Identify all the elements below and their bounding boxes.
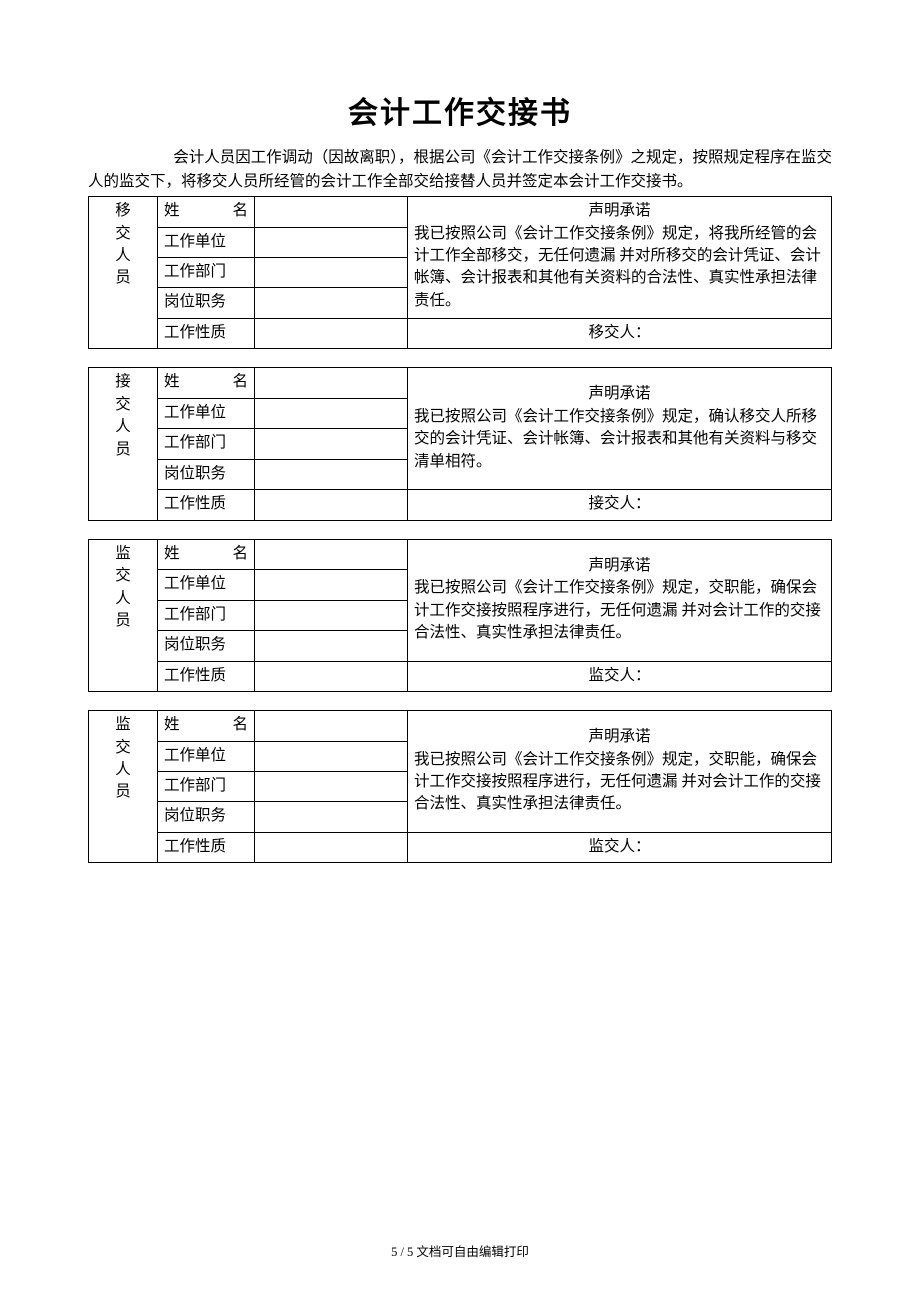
- role-char: 接: [115, 371, 131, 393]
- field-label-unit: 工作单位: [158, 398, 255, 428]
- intro-paragraph: 会计人员因工作调动（因故离职），根据公司《会计工作交接条例》之规定，按照规定程序…: [88, 146, 832, 194]
- name-char: 姓: [164, 200, 180, 222]
- field-label-name: 姓名: [158, 711, 255, 741]
- pledge-body: 我已按照公司《会计工作交接条例》规定，交职能，确保会计工作交接按照程序进行，无任…: [414, 577, 825, 644]
- field-value-unit: [255, 570, 408, 600]
- document-title: 会计工作交接书: [88, 88, 832, 132]
- name-char: 名: [232, 543, 248, 565]
- pledge-body: 我已按照公司《会计工作交接条例》规定，确认移交人所移交的会计凭证、会计帐簿、会计…: [414, 406, 825, 473]
- role-char: 员: [115, 267, 131, 289]
- section-table-supervisor-2: 监 交 人 员 姓名 声明承诺 我已按照公司《会计工作交接条例》规定，交职能，确…: [88, 710, 832, 863]
- field-value-dept: [255, 429, 408, 459]
- field-value-nature: [255, 832, 408, 862]
- role-label: 接 交 人 员: [89, 368, 158, 520]
- field-label-unit: 工作单位: [158, 570, 255, 600]
- field-label-nature: 工作性质: [158, 661, 255, 691]
- role-char: 员: [115, 439, 131, 461]
- role-char: 移: [115, 200, 131, 222]
- role-char: 交: [115, 223, 131, 245]
- pledge-sign-cell: 监交人：: [408, 661, 832, 691]
- pledge-sign: 监交人：: [414, 665, 825, 687]
- field-value-post: [255, 802, 408, 832]
- pledge-sign: 监交人：: [414, 836, 825, 858]
- pledge-sign-cell: 接交人：: [408, 490, 832, 520]
- pledge-sign: 移交人：: [414, 322, 825, 344]
- role-label: 移 交 人 员: [89, 197, 158, 349]
- role-label: 监 交 人 员: [89, 539, 158, 691]
- field-label-post: 岗位职务: [158, 631, 255, 661]
- section-table-supervisor-1: 监 交 人 员 姓名 声明承诺 我已按照公司《会计工作交接条例》规定，交职能，确…: [88, 539, 832, 692]
- pledge-title: 声明承诺: [414, 383, 825, 405]
- field-value-name: [255, 539, 408, 569]
- field-value-post: [255, 459, 408, 489]
- pledge-title: 声明承诺: [414, 200, 825, 222]
- field-label-post: 岗位职务: [158, 459, 255, 489]
- pledge-cell: 声明承诺 我已按照公司《会计工作交接条例》规定，将我所经管的会计工作全部移交，无…: [408, 197, 832, 319]
- field-value-nature: [255, 661, 408, 691]
- pledge-sign-cell: 移交人：: [408, 318, 832, 348]
- pledge-body: 我已按照公司《会计工作交接条例》规定，将我所经管的会计工作全部移交，无任何遗漏 …: [414, 223, 825, 313]
- field-label-nature: 工作性质: [158, 490, 255, 520]
- pledge-cell: 声明承诺 我已按照公司《会计工作交接条例》规定，交职能，确保会计工作交接按照程序…: [408, 539, 832, 661]
- field-label-nature: 工作性质: [158, 318, 255, 348]
- field-value-name: [255, 368, 408, 398]
- pledge-title: 声明承诺: [414, 555, 825, 577]
- name-char: 名: [232, 200, 248, 222]
- section-table-transferor: 移 交 人 员 姓名 声明承诺 我已按照公司《会计工作交接条例》规定，将我所经管…: [88, 196, 832, 349]
- role-char: 员: [115, 610, 131, 632]
- field-label-nature: 工作性质: [158, 832, 255, 862]
- field-label-post: 岗位职务: [158, 802, 255, 832]
- field-label-unit: 工作单位: [158, 227, 255, 257]
- role-char: 交: [115, 565, 131, 587]
- role-char: 人: [115, 588, 131, 610]
- name-char: 名: [232, 371, 248, 393]
- name-char: 姓: [164, 371, 180, 393]
- field-value-name: [255, 711, 408, 741]
- field-label-post: 岗位职务: [158, 288, 255, 318]
- field-label-dept: 工作部门: [158, 600, 255, 630]
- field-label-dept: 工作部门: [158, 772, 255, 802]
- field-value-dept: [255, 772, 408, 802]
- role-char: 交: [115, 394, 131, 416]
- role-char: 员: [115, 781, 131, 803]
- name-char: 名: [232, 714, 248, 736]
- role-char: 交: [115, 737, 131, 759]
- role-char: 人: [115, 759, 131, 781]
- pledge-cell: 声明承诺 我已按照公司《会计工作交接条例》规定，交职能，确保会计工作交接按照程序…: [408, 711, 832, 833]
- field-label-name: 姓名: [158, 368, 255, 398]
- field-value-unit: [255, 741, 408, 771]
- page: 会计工作交接书 会计人员因工作调动（因故离职），根据公司《会计工作交接条例》之规…: [0, 0, 920, 1302]
- field-label-name: 姓名: [158, 197, 255, 227]
- name-char: 姓: [164, 714, 180, 736]
- field-label-dept: 工作部门: [158, 429, 255, 459]
- section-table-receiver: 接 交 人 员 姓名 声明承诺 我已按照公司《会计工作交接条例》规定，确认移交人…: [88, 367, 832, 520]
- field-label-dept: 工作部门: [158, 257, 255, 287]
- field-value-post: [255, 288, 408, 318]
- role-char: 人: [115, 245, 131, 267]
- role-char: 人: [115, 416, 131, 438]
- field-value-dept: [255, 257, 408, 287]
- pledge-title: 声明承诺: [414, 726, 825, 748]
- pledge-body: 我已按照公司《会计工作交接条例》规定，交职能，确保会计工作交接按照程序进行，无任…: [414, 749, 825, 816]
- role-char: 监: [115, 714, 131, 736]
- field-value-unit: [255, 398, 408, 428]
- field-value-unit: [255, 227, 408, 257]
- name-char: 姓: [164, 543, 180, 565]
- role-label: 监 交 人 员: [89, 711, 158, 863]
- field-value-dept: [255, 600, 408, 630]
- field-label-unit: 工作单位: [158, 741, 255, 771]
- pledge-sign: 接交人：: [414, 493, 825, 515]
- pledge-cell: 声明承诺 我已按照公司《会计工作交接条例》规定，确认移交人所移交的会计凭证、会计…: [408, 368, 832, 490]
- field-value-post: [255, 631, 408, 661]
- pledge-sign-cell: 监交人：: [408, 832, 832, 862]
- role-char: 监: [115, 543, 131, 565]
- field-value-name: [255, 197, 408, 227]
- field-value-nature: [255, 490, 408, 520]
- field-value-nature: [255, 318, 408, 348]
- page-footer: 5 / 5 文档可自由编辑打印: [0, 1241, 920, 1260]
- field-label-name: 姓名: [158, 539, 255, 569]
